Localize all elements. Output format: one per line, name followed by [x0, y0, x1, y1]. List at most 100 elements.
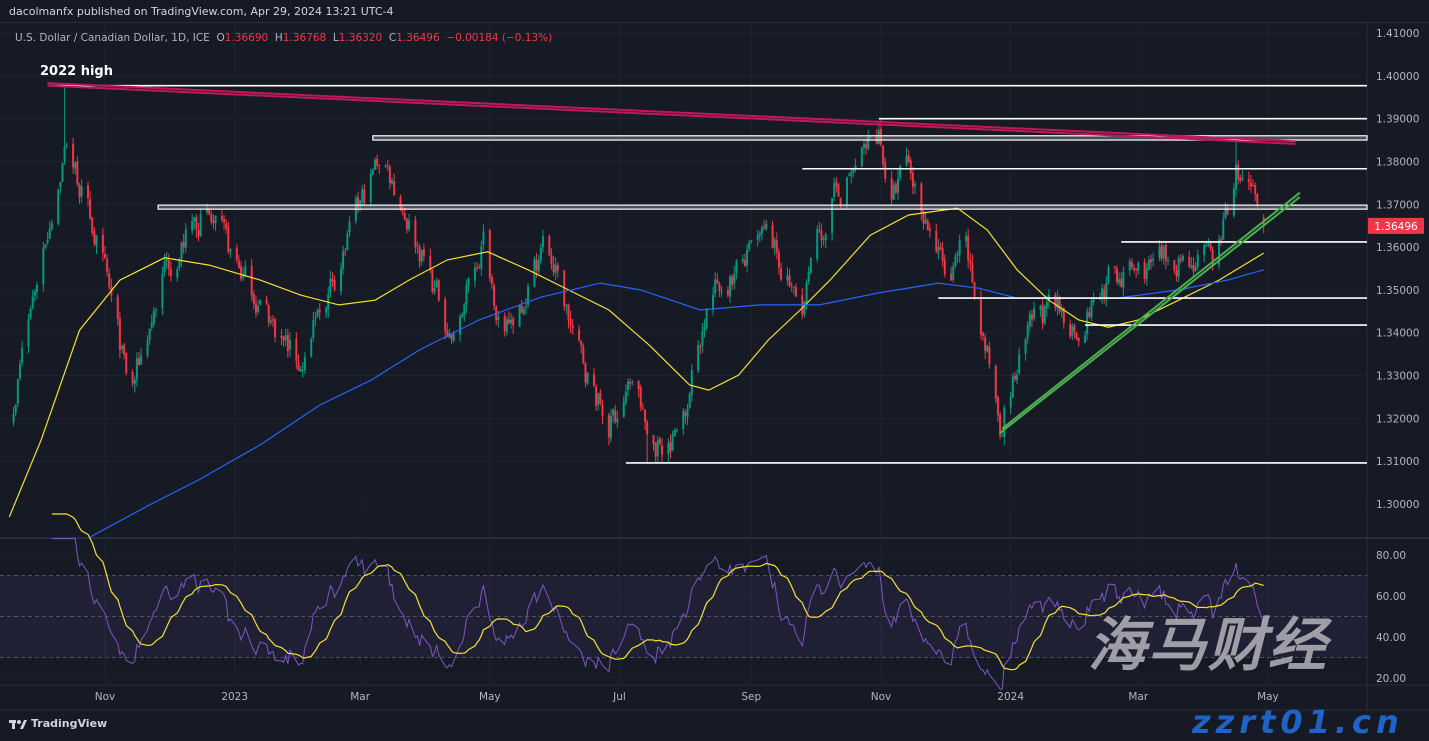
candle-body: [1018, 354, 1021, 374]
candle-body: [482, 231, 485, 245]
candle-body: [818, 229, 821, 231]
candle: [199, 209, 202, 237]
candle: [33, 288, 36, 302]
candle: [101, 227, 104, 262]
candle: [569, 310, 572, 334]
trendline-support: [1001, 191, 1301, 430]
candle-body: [42, 248, 45, 285]
candle-body: [862, 143, 865, 148]
candle: [193, 216, 196, 230]
candle: [133, 376, 136, 393]
candle: [450, 333, 453, 345]
candle-body: [688, 393, 691, 408]
candle-body: [554, 265, 557, 273]
candle-body: [497, 316, 500, 321]
candle: [12, 406, 15, 427]
candle: [418, 243, 421, 268]
candle: [91, 217, 94, 237]
candle: [57, 188, 60, 226]
candle-body: [601, 404, 604, 416]
candle: [999, 411, 1002, 440]
candle-body: [284, 335, 287, 340]
candle: [1158, 239, 1161, 262]
candle-body: [257, 305, 260, 312]
candle: [758, 230, 761, 243]
candle-body: [44, 243, 47, 249]
candle: [195, 214, 198, 238]
candle: [399, 194, 402, 212]
candle: [794, 283, 797, 297]
candle-body: [478, 266, 481, 268]
candle-body: [609, 415, 612, 439]
candle: [937, 238, 940, 260]
rsi-line: [51, 538, 1265, 690]
candle-body: [599, 392, 602, 405]
candle: [1128, 258, 1131, 277]
candle-body: [758, 232, 761, 237]
candle-body: [150, 322, 153, 328]
candle: [726, 286, 729, 298]
candle: [42, 241, 45, 292]
candle: [1145, 263, 1148, 286]
candle: [1105, 276, 1108, 307]
candle-body: [65, 145, 68, 147]
candle-body: [331, 278, 334, 282]
candle-body: [1115, 268, 1118, 283]
candle-body: [597, 393, 600, 405]
candle-body: [939, 247, 942, 250]
candle-body: [563, 270, 566, 307]
candle: [882, 144, 885, 169]
candle: [265, 295, 268, 306]
candle-body: [33, 291, 36, 296]
candle-body: [288, 339, 291, 350]
candle-body: [854, 165, 857, 169]
candle: [518, 305, 521, 327]
tradingview-logo[interactable]: TradingView: [9, 717, 107, 730]
candle: [76, 156, 79, 187]
candle-body: [191, 221, 194, 231]
candle-body: [612, 409, 615, 416]
candle-body: [72, 144, 75, 168]
candle: [1132, 264, 1135, 273]
candle: [688, 391, 691, 410]
candle: [408, 214, 411, 233]
candle-body: [792, 286, 795, 288]
candle: [705, 307, 708, 331]
candle: [1149, 254, 1152, 270]
high-value: 1.36768: [282, 32, 327, 44]
candle: [106, 254, 109, 277]
candle: [884, 157, 887, 183]
candle-body: [777, 252, 780, 268]
candle: [123, 342, 126, 360]
candle-body: [422, 249, 425, 257]
candle: [401, 205, 404, 216]
candle: [1179, 254, 1182, 264]
candle-body: [973, 282, 976, 297]
candle-body: [450, 334, 453, 340]
candle: [259, 299, 262, 306]
candle-body: [877, 130, 880, 144]
candle: [646, 419, 649, 465]
candle-body: [552, 264, 555, 273]
candle-body: [524, 306, 527, 308]
candle-body: [329, 278, 332, 294]
candle: [1028, 309, 1031, 332]
candle: [505, 316, 508, 336]
candle-body: [1026, 324, 1029, 339]
candle: [667, 437, 670, 463]
candle-body: [1145, 269, 1148, 280]
candle: [50, 219, 53, 232]
candle: [257, 299, 260, 315]
candle: [580, 339, 583, 354]
candle-body: [1164, 244, 1167, 261]
candle-body: [146, 340, 149, 356]
candle: [282, 335, 285, 347]
candle-body: [1105, 282, 1108, 299]
candle-body: [27, 319, 30, 347]
candle: [839, 197, 842, 209]
candle: [346, 230, 349, 251]
moving-average-fast: [8, 207, 1265, 518]
trendline-resistance: [47, 84, 1296, 145]
candle-body: [399, 196, 402, 210]
